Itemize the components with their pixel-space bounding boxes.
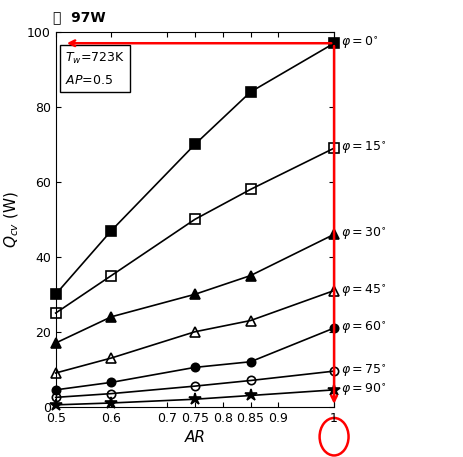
Text: $T_w$=723K
$AP$=0.5: $T_w$=723K $AP$=0.5 xyxy=(65,51,125,87)
Text: $\varphi=0^{\circ}$: $\varphi=0^{\circ}$ xyxy=(340,35,378,51)
Text: $\varphi=30^{\circ}$: $\varphi=30^{\circ}$ xyxy=(340,226,386,242)
Text: $\varphi=60^{\circ}$: $\varphi=60^{\circ}$ xyxy=(340,320,386,336)
X-axis label: AR: AR xyxy=(184,430,205,445)
Text: 약  97W: 약 97W xyxy=(53,11,105,25)
Text: $\varphi=15^{\circ}$: $\varphi=15^{\circ}$ xyxy=(340,140,386,156)
Text: $\varphi=90^{\circ}$: $\varphi=90^{\circ}$ xyxy=(340,382,386,398)
Y-axis label: $Q_{cv}$ (W): $Q_{cv}$ (W) xyxy=(3,191,21,248)
Text: $\varphi=45^{\circ}$: $\varphi=45^{\circ}$ xyxy=(340,282,386,298)
Text: $\varphi=75^{\circ}$: $\varphi=75^{\circ}$ xyxy=(340,363,386,379)
